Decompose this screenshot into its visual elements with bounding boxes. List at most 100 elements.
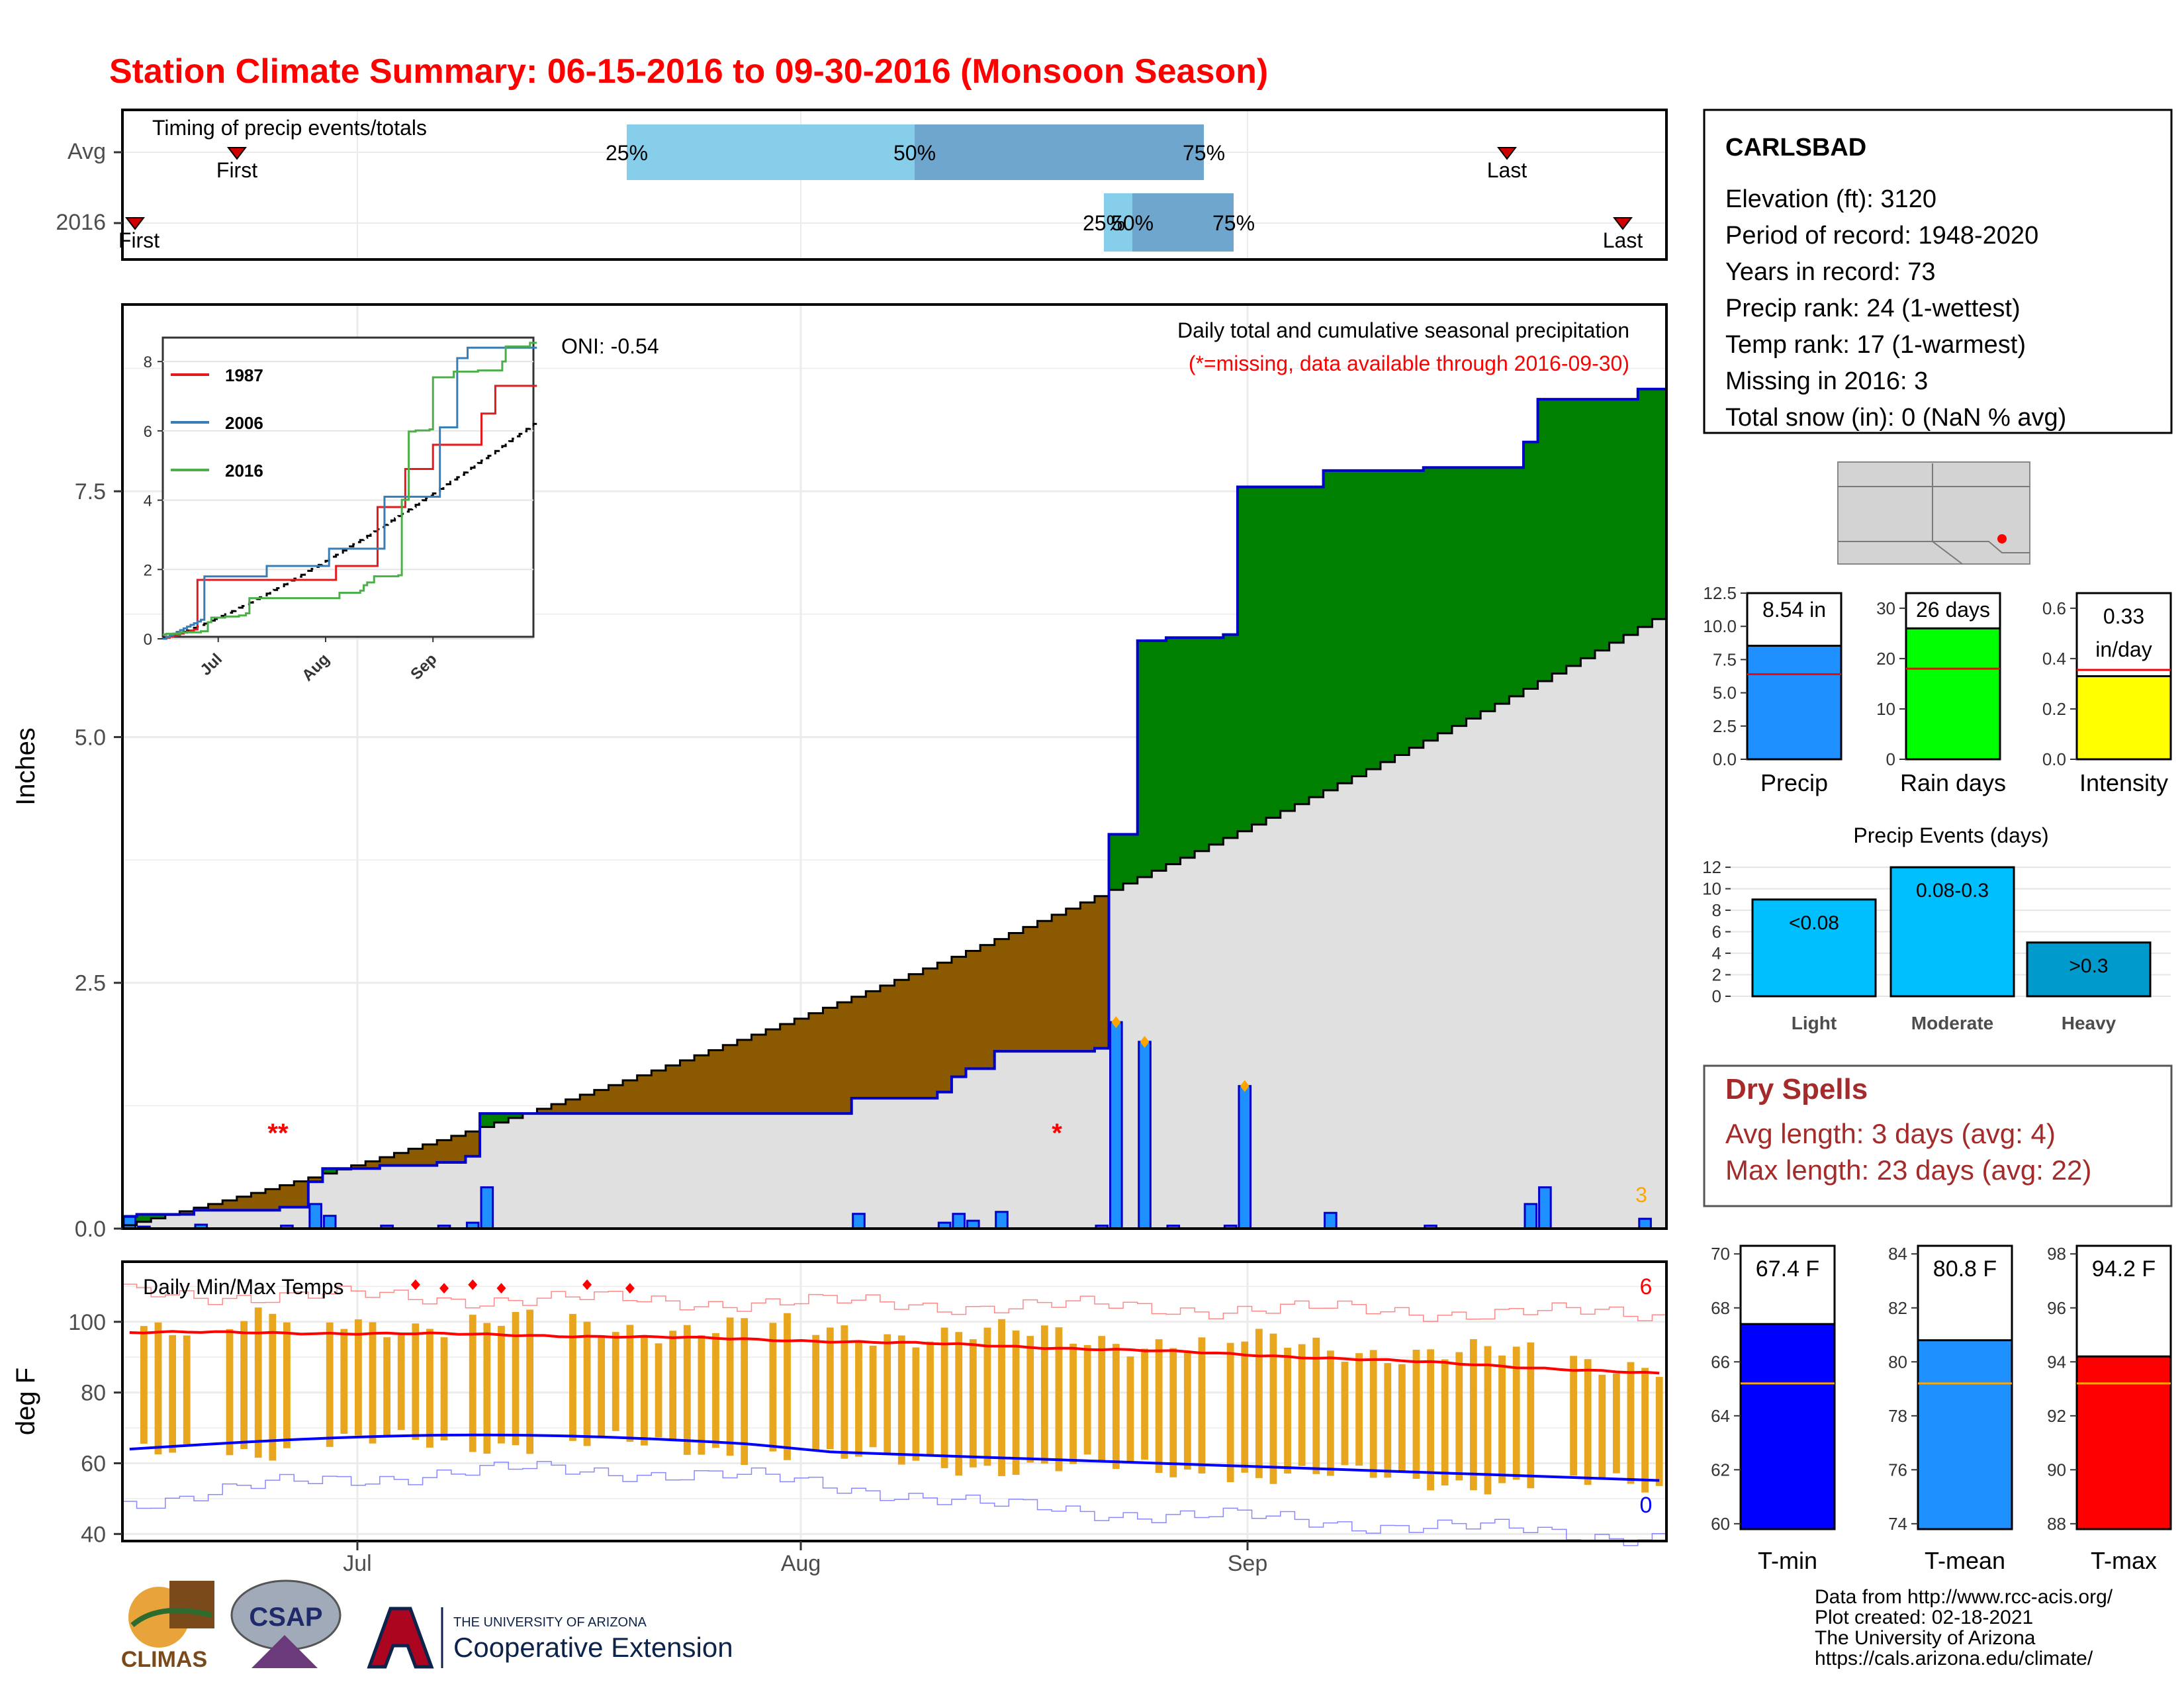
timing-2016-p75: 75%: [1212, 211, 1255, 235]
precip-base-fill: [1580, 658, 1596, 1229]
precip-base-fill: [1251, 824, 1267, 1229]
daily-temp-range-bar: [269, 1313, 277, 1461]
inset-legend: 1987 2006 2016: [171, 365, 263, 481]
daily-temp-range-bar: [641, 1336, 648, 1446]
station-info-frame: [1703, 109, 2173, 434]
precip-base-fill: [1295, 804, 1310, 1229]
timing-panel: Timing of precip events/totals Avg 2016 …: [56, 109, 1668, 261]
precip-daily-bar: [1324, 1211, 1338, 1230]
daily-temp-range-bar: [1112, 1344, 1120, 1470]
precip-anomaly-fill: [508, 1113, 523, 1118]
precip-base-fill: [780, 1113, 795, 1229]
daily-temp-range-bar: [1198, 1337, 1206, 1474]
events-bar-light: [1751, 898, 1877, 998]
precip-anomaly-fill: [1280, 487, 1295, 812]
precip-base-fill: [551, 1113, 567, 1229]
precip-anomaly-fill: [1037, 921, 1052, 1052]
precip-cumulative-areas: [122, 389, 1667, 1229]
precip-base-fill: [723, 1113, 738, 1229]
precip-daily-bar: [480, 1186, 494, 1230]
timing-panel-frame: [121, 109, 1668, 261]
precip-base-fill: [1494, 704, 1510, 1229]
timing-avg-last-marker: [1496, 147, 1518, 160]
daily-temp-range-bar: [1498, 1355, 1506, 1483]
mini-bar-tick-label: 2.5: [1713, 716, 1737, 736]
daily-temp-range-bar: [583, 1321, 591, 1446]
events-category-label: Light: [1792, 1013, 1837, 1033]
precip-anomaly-fill: [1380, 470, 1396, 763]
events-bar-label: <0.08: [1789, 912, 1839, 934]
daily-temp-range-bar: [240, 1321, 248, 1449]
events-y-tick-label: 6: [1712, 922, 1721, 942]
daily-temp-range-bar: [1098, 1336, 1106, 1462]
daily-temp-range-bar: [784, 1313, 791, 1460]
precip-base-fill: [1566, 665, 1581, 1229]
precip-daily-bar: [308, 1203, 322, 1230]
precip-anomaly-fill: [1338, 470, 1353, 784]
events-category-label: Heavy: [2062, 1013, 2116, 1033]
temp-bar-tick-label: 76: [1888, 1460, 1907, 1479]
daily-temp-range-bar: [512, 1311, 520, 1446]
daily-temp-range-bar: [927, 1341, 934, 1457]
temp-bar-label: T-mean: [1925, 1547, 2005, 1574]
timing-row-2016: 2016: [56, 210, 106, 235]
precip-anomaly-fill: [1208, 637, 1224, 845]
precip-base-fill: [408, 1165, 424, 1229]
precip-anomaly-fill: [308, 1177, 324, 1182]
precip-anomaly-fill: [537, 1109, 552, 1114]
inset-legend-2016: 2016: [225, 461, 263, 481]
precip-anomaly-fill: [1137, 640, 1152, 878]
precip-base-fill: [794, 1113, 809, 1229]
daily-temp-range-bar: [626, 1325, 634, 1442]
precip-anomaly-fill: [880, 985, 895, 1098]
precip-anomaly-fill: [1637, 389, 1653, 628]
x-label-aug: Aug: [781, 1551, 821, 1576]
precip-daily-bars: [122, 1016, 1652, 1230]
daily-temp-range-bar: [1398, 1364, 1406, 1471]
mini-bar-tick-label: 12.5: [1703, 583, 1737, 603]
precip-base-fill: [1052, 1051, 1067, 1229]
precip-anomaly-fill: [837, 1002, 852, 1114]
precip-base-fill: [1308, 797, 1324, 1229]
precip-base-fill: [136, 1221, 152, 1229]
precip-anomaly-fill: [1566, 399, 1581, 666]
timing-avg-first-label: First: [216, 158, 257, 182]
precip-base-fill: [1180, 857, 1195, 1229]
precip-anomaly-fill: [1080, 902, 1095, 1052]
station-info-box: CARLSBAD Elevation (ft): 3120 Period of …: [1703, 109, 2173, 434]
temp-bar-value-label: 80.8 F: [1933, 1256, 1997, 1282]
locator-map: [1837, 461, 2030, 565]
daily-temp-range-bar: [340, 1329, 348, 1434]
precip-anomaly-fill: [608, 1085, 623, 1114]
precip-base-fill: [494, 1122, 509, 1229]
daily-temp-range-bar: [698, 1335, 705, 1455]
precip-anomaly-fill: [265, 1189, 281, 1211]
precip-base-fill: [1280, 811, 1295, 1229]
temps-y-tick-label-1: 60: [81, 1451, 106, 1476]
temp-bar-tick-label: 90: [2047, 1460, 2066, 1479]
events-bar-label: 0.08-0.3: [1916, 880, 1989, 902]
daily-temp-range-bar: [1612, 1373, 1620, 1474]
precip-base-fill: [451, 1162, 467, 1229]
daily-temp-range-bar: [741, 1318, 749, 1466]
mini-bar-value-label: in/day: [2095, 637, 2152, 661]
precip-base-fill: [1223, 837, 1238, 1229]
daily-temp-range-bar: [1641, 1368, 1649, 1493]
precip-anomaly-fill: [1423, 467, 1438, 741]
precip-daily-bar: [1524, 1203, 1538, 1230]
daily-temp-range-bar: [1341, 1362, 1349, 1466]
temp-bar-tick-label: 88: [2047, 1514, 2066, 1534]
timing-2016-last-label: Last: [1603, 228, 1643, 252]
daily-temp-range-bar: [612, 1332, 619, 1431]
daily-temp-range-bar: [983, 1327, 991, 1466]
precip-base-fill: [1009, 1051, 1024, 1229]
precip-anomaly-fill: [236, 1196, 252, 1211]
timing-2016-p50: 50%: [1111, 211, 1154, 235]
precip-base-fill: [866, 1098, 881, 1229]
precip-anomaly-fill: [623, 1080, 638, 1114]
precip-base-fill: [980, 1068, 995, 1229]
precip-base-fill: [1351, 776, 1367, 1229]
precip-base-fill: [208, 1210, 223, 1229]
